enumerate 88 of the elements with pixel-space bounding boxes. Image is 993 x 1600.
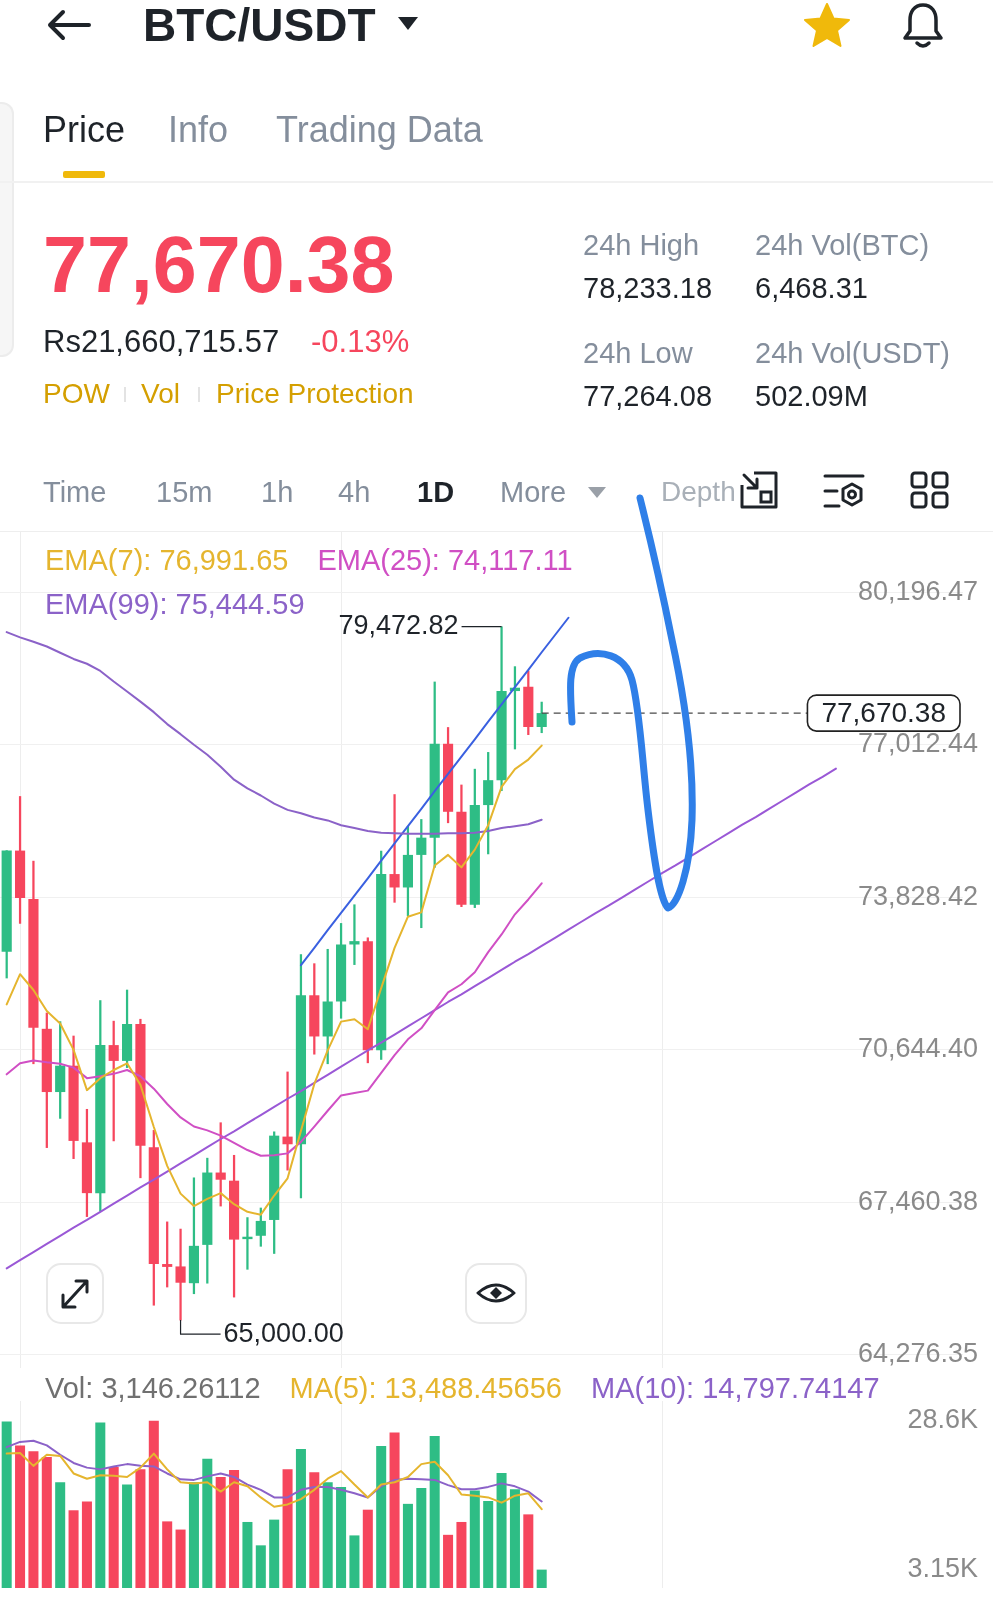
series-label: EMA(99): 75,444.59 bbox=[45, 587, 305, 622]
y-tick-label: 3.15K bbox=[907, 1553, 978, 1584]
bar bbox=[282, 1469, 293, 1588]
text: POW bbox=[43, 378, 110, 409]
bar bbox=[456, 1521, 467, 1588]
bar bbox=[376, 1446, 387, 1588]
text: 24h High bbox=[583, 229, 700, 261]
text: EMA(25): 74,117.11 bbox=[317, 543, 573, 578]
bar bbox=[135, 1469, 146, 1588]
bar bbox=[229, 1469, 240, 1588]
text: BTC/USDT bbox=[143, 0, 376, 51]
bar bbox=[295, 1448, 306, 1588]
bar bbox=[242, 1521, 253, 1588]
text: Vol bbox=[141, 378, 180, 409]
candlestick bbox=[389, 794, 400, 903]
y-tick-label: 28.6K bbox=[907, 1404, 978, 1435]
bar bbox=[148, 1420, 159, 1588]
annotation: 65,000.00 bbox=[223, 1317, 344, 1348]
candlestick bbox=[349, 904, 360, 965]
y-tick-label: 67,460.38 bbox=[857, 1185, 978, 1216]
bar bbox=[536, 1569, 547, 1588]
text: 24h Vol(USDT) bbox=[755, 337, 951, 369]
bar bbox=[443, 1534, 454, 1588]
bar bbox=[188, 1482, 199, 1588]
text: EMA(7): 76,991.65 bbox=[45, 543, 289, 578]
bar bbox=[28, 1451, 39, 1588]
bar bbox=[175, 1529, 186, 1588]
bar bbox=[15, 1445, 26, 1588]
bar bbox=[122, 1484, 133, 1588]
candlestick bbox=[282, 1071, 293, 1171]
bar bbox=[108, 1467, 119, 1588]
bar bbox=[416, 1488, 427, 1588]
bar bbox=[509, 1489, 520, 1588]
text: Price bbox=[43, 109, 126, 150]
text: MA(10): 14,797.74147 bbox=[591, 1371, 880, 1406]
bar bbox=[362, 1509, 373, 1588]
text: Price Protection bbox=[216, 378, 414, 409]
bar bbox=[349, 1535, 360, 1588]
bar bbox=[496, 1472, 507, 1588]
bar bbox=[483, 1500, 494, 1588]
y-tick-label: 80,196.47 bbox=[857, 575, 978, 606]
bar bbox=[469, 1490, 480, 1588]
text: 24h Vol(BTC) bbox=[755, 229, 930, 261]
text: Depth bbox=[661, 476, 736, 507]
text: 1h bbox=[261, 476, 294, 508]
text: Rs21,660,715.57 bbox=[43, 324, 280, 359]
candlestick bbox=[175, 1228, 186, 1321]
bar bbox=[55, 1482, 66, 1588]
text: 502.09M bbox=[755, 380, 868, 412]
text: 24h Low bbox=[583, 337, 693, 369]
text: Info bbox=[168, 109, 229, 150]
text: 1D bbox=[417, 476, 455, 508]
text: 77,670.38 bbox=[43, 220, 395, 309]
ref-line-label: 77,670.38 bbox=[821, 696, 947, 728]
y-tick-label: 70,644.40 bbox=[857, 1033, 978, 1064]
text: 78,233.18 bbox=[583, 272, 713, 304]
text: Time bbox=[43, 476, 107, 508]
text: More bbox=[500, 476, 567, 508]
y-tick-label: 64,276.35 bbox=[857, 1338, 978, 1369]
bar bbox=[322, 1482, 333, 1588]
text: 15m bbox=[156, 476, 213, 508]
bar bbox=[81, 1501, 92, 1588]
bar bbox=[202, 1458, 213, 1588]
text: -0.13% bbox=[311, 324, 410, 359]
text: MA(5): 13,488.45656 bbox=[289, 1371, 563, 1406]
text: 77,264.08 bbox=[583, 380, 713, 412]
bar bbox=[389, 1432, 400, 1588]
text: Trading Data bbox=[276, 109, 483, 150]
candlestick bbox=[242, 1217, 253, 1270]
bar bbox=[429, 1436, 440, 1588]
bar bbox=[41, 1457, 52, 1588]
bar bbox=[336, 1486, 347, 1588]
text: 4h bbox=[338, 476, 371, 508]
y-tick-label: 77,012.44 bbox=[857, 728, 978, 759]
bar bbox=[1, 1421, 12, 1588]
bar bbox=[95, 1422, 106, 1588]
y-tick-label: 73,828.42 bbox=[857, 880, 978, 911]
series-label: Vol: 3,146.26112 bbox=[45, 1371, 261, 1406]
bar bbox=[269, 1519, 280, 1588]
bar bbox=[68, 1510, 79, 1588]
bar bbox=[215, 1476, 226, 1588]
bar bbox=[255, 1545, 266, 1588]
bar bbox=[523, 1514, 534, 1588]
bar bbox=[402, 1503, 413, 1588]
bar bbox=[162, 1521, 173, 1588]
text: 6,468.31 bbox=[755, 272, 868, 304]
bar bbox=[309, 1472, 320, 1588]
annotation: 79,472.82 bbox=[338, 610, 459, 641]
